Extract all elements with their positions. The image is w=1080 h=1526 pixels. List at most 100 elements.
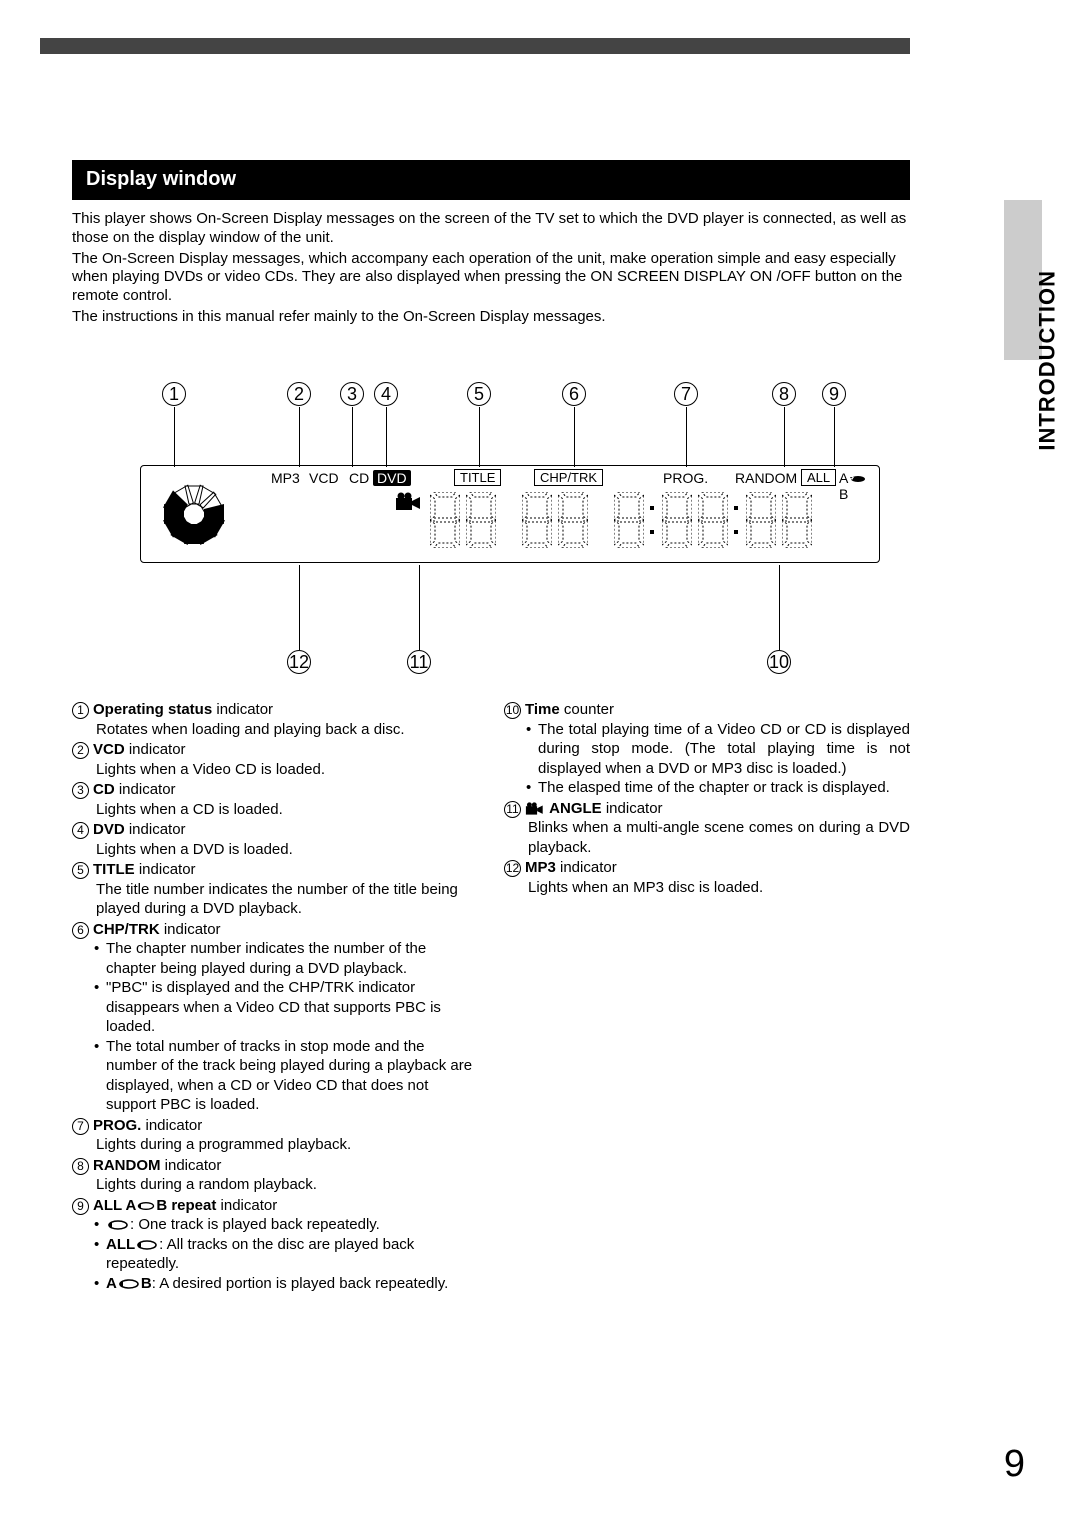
legend-item: 9ALL AB repeat indicator: One track is p… [72,1196,478,1294]
digit [558,492,588,548]
item-body: The total playing time of a Video CD or … [528,720,910,798]
item-body: Lights when an MP3 disc is loaded. [528,878,910,898]
callout-11: 11 [407,650,431,674]
item-body: Rotates when loading and playing back a … [96,720,478,740]
label-cd: CD [349,470,369,486]
callout-12: 12 [287,650,311,674]
item-number: 1 [72,702,89,719]
item-number: 3 [72,782,89,799]
item-number: 9 [72,1198,89,1215]
item-number: 8 [72,1158,89,1175]
intro-p2: The On-Screen Display messages, which ac… [72,250,910,306]
side-tab-label: INTRODUCTION [1035,270,1061,451]
label-dvd: DVD [373,470,411,486]
label-vcd: VCD [309,470,339,486]
item-title: CD indicator [93,780,176,800]
callout-9: 9 [822,382,846,406]
item-body: The chapter number indicates the number … [96,939,478,1115]
legend-item: 11 ANGLE indicatorBlinks when a multi-an… [504,799,910,858]
item-title: PROG. indicator [93,1116,202,1136]
section-header: Display window [72,160,910,200]
leader [386,407,387,467]
label-chptrk: CHP/TRK [534,469,603,486]
item-number: 12 [504,860,521,877]
label-ab: AB [839,470,879,502]
item-title: TITLE indicator [93,860,196,880]
callout-4: 4 [374,382,398,406]
callout-10: 10 [767,650,791,674]
legend-item: 8RANDOM indicatorLights during a random … [72,1156,478,1195]
intro-p3: The instructions in this manual refer ma… [72,308,910,327]
item-number: 4 [72,822,89,839]
item-number: 6 [72,922,89,939]
leader [299,407,300,467]
item-body: Lights when a DVD is loaded. [96,840,478,860]
legend-item: 6CHP/TRK indicatorThe chapter number ind… [72,920,478,1115]
digit [522,492,552,548]
angle-icon [396,492,422,512]
item-body: Lights during a programmed playback. [96,1135,478,1155]
callout-7: 7 [674,382,698,406]
seven-segment-row [430,492,812,548]
legend-item: 12MP3 indicatorLights when an MP3 disc i… [504,858,910,897]
callout-8: 8 [772,382,796,406]
label-random: RANDOM [735,470,797,486]
legend-item: 5TITLE indicatorThe title number indicat… [72,860,478,919]
item-title: DVD indicator [93,820,186,840]
leader [574,407,575,467]
leader [479,407,480,467]
digit [466,492,496,548]
leader [784,407,785,467]
item-number: 7 [72,1118,89,1135]
item-title: MP3 indicator [525,858,617,878]
item-number: 2 [72,742,89,759]
label-title: TITLE [454,469,501,486]
digit [698,492,728,548]
item-body: Lights when a Video CD is loaded. [96,760,478,780]
page-number: 9 [1004,1443,1025,1486]
legend-item: 10Time counterThe total playing time of … [504,700,910,798]
legend-item: 7PROG. indicatorLights during a programm… [72,1116,478,1155]
callout-6: 6 [562,382,586,406]
leader [686,407,687,467]
item-title: CHP/TRK indicator [93,920,221,940]
leader [779,565,780,650]
intro-p1: This player shows On-Screen Display mess… [72,210,910,248]
item-title: RANDOM indicator [93,1156,221,1176]
callout-1: 1 [162,382,186,406]
digit [614,492,644,548]
item-number: 11 [504,801,521,818]
label-all: ALL [801,469,836,486]
label-mp3: MP3 [271,470,300,486]
item-body: The title number indicates the number of… [96,880,478,919]
legend-bottom: 12 11 10 [162,650,882,680]
item-number: 5 [72,862,89,879]
leader [352,407,353,467]
legend-item: 4DVD indicatorLights when a DVD is loade… [72,820,478,859]
digit [746,492,776,548]
callout-2: 2 [287,382,311,406]
legend-top: 1 2 3 4 5 6 7 8 9 [162,382,882,412]
legend-item: 2VCD indicatorLights when a Video CD is … [72,740,478,779]
item-body: Lights during a random playback. [96,1175,478,1195]
status-spinner-icon [156,476,232,552]
leader [299,565,300,650]
item-title: VCD indicator [93,740,186,760]
digit [430,492,460,548]
intro-text: This player shows On-Screen Display mess… [72,210,910,329]
item-body: Blinks when a multi-angle scene comes on… [528,818,910,857]
digit [662,492,692,548]
top-bar [40,38,910,54]
item-title: Operating status indicator [93,700,273,720]
digit [782,492,812,548]
leader [419,565,420,650]
item-title: ALL AB repeat indicator [93,1196,277,1216]
item-body: Lights when a CD is loaded. [96,800,478,820]
legend-item: 3CD indicatorLights when a CD is loaded. [72,780,478,819]
item-title: Time counter [525,700,614,720]
item-title: ANGLE indicator [525,799,663,819]
callout-3: 3 [340,382,364,406]
item-body: : One track is played back repeatedly.AL… [96,1215,478,1293]
label-prog: PROG. [663,470,708,486]
right-column: 10Time counterThe total playing time of … [504,700,910,1294]
